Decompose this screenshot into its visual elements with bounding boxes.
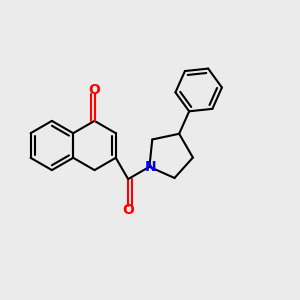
- Text: N: N: [145, 160, 157, 174]
- Text: O: O: [88, 83, 101, 97]
- Text: O: O: [122, 203, 134, 217]
